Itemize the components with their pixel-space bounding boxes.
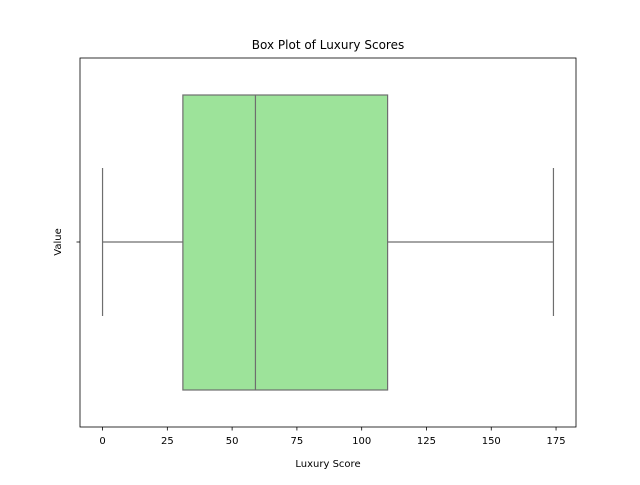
x-tick-label: 50 bbox=[226, 436, 239, 447]
interquartile-box bbox=[182, 94, 389, 391]
x-tick-label: 100 bbox=[352, 436, 371, 447]
x-tick-label: 150 bbox=[482, 436, 501, 447]
x-tick-label: 75 bbox=[291, 436, 304, 447]
x-axis-label: Luxury Score bbox=[295, 459, 360, 470]
y-axis-label: Value bbox=[53, 228, 64, 255]
box-series bbox=[101, 94, 555, 391]
x-axis-ticks: 0 25 50 75 100 125 150 175 bbox=[99, 427, 566, 447]
chart-title: Box Plot of Luxury Scores bbox=[252, 38, 404, 52]
x-tick-label: 175 bbox=[546, 436, 565, 447]
plot-area-frame bbox=[79, 57, 577, 428]
x-tick-label: 125 bbox=[417, 436, 436, 447]
x-tick-label: 0 bbox=[99, 436, 105, 447]
x-tick-label: 25 bbox=[161, 436, 174, 447]
